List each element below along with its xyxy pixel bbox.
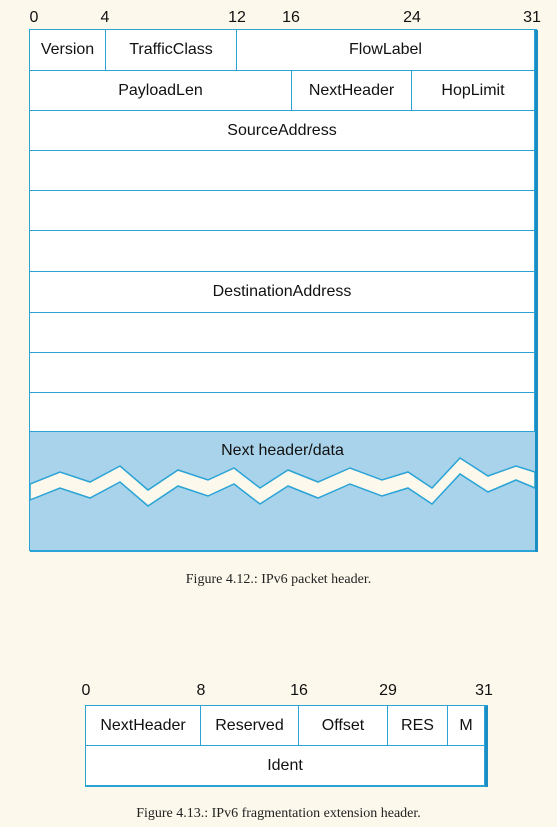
frame2-top-border (85, 705, 488, 706)
flow-label-field: FlowLabel (237, 30, 535, 71)
hop-limit-field: HopLimit (412, 71, 535, 111)
frag-next-header-label: NextHeader (100, 716, 186, 734)
figure-caption-2: Figure 4.13.: IPv6 fragmentation extensi… (136, 806, 421, 821)
payload-len-field: PayloadLen (30, 71, 292, 111)
version-field: Version (30, 30, 106, 71)
flow-label-label: FlowLabel (349, 41, 422, 58)
bit-label-4: 4 (100, 9, 110, 26)
next-header-label: NextHeader (308, 81, 395, 99)
bit-label-31: 31 (475, 682, 493, 699)
reserved-field: Reserved (201, 706, 299, 746)
wave-break-icon (30, 457, 535, 507)
destination-address-row-1: DestinationAddress (30, 272, 535, 313)
frame2-right-shadow (485, 706, 488, 787)
bit-label-16: 16 (282, 9, 300, 26)
offset-field: Offset (299, 706, 388, 746)
traffic-class-field: TrafficClass (106, 30, 237, 71)
frame-left-border (29, 29, 30, 551)
offset-label: Offset (321, 716, 365, 734)
bit-label-12: 12 (228, 9, 246, 26)
ident-label: Ident (267, 756, 303, 774)
res-label: RES (401, 716, 434, 734)
destination-address-label: DestinationAddress (212, 283, 352, 300)
hop-limit-label: HopLimit (441, 81, 505, 99)
res-field: RES (388, 706, 448, 746)
bit-label-0: 0 (29, 9, 39, 26)
bit-label-8: 8 (196, 682, 206, 699)
m-label: M (459, 716, 473, 734)
frame-top-border (29, 29, 537, 30)
ident-field: Ident (86, 746, 485, 787)
bit-label-24: 24 (403, 9, 421, 26)
m-field: M (448, 706, 485, 746)
traffic-class-label: TrafficClass (129, 41, 213, 58)
reserved-label: Reserved (215, 716, 284, 734)
source-address-row-2 (30, 151, 535, 191)
source-address-row-1: SourceAddress (30, 111, 535, 151)
source-address-label: SourceAddress (227, 121, 337, 139)
next-header-data-label: Next header/data (221, 442, 344, 459)
next-header-field: NextHeader (292, 71, 412, 111)
payload-len-label: PayloadLen (118, 81, 203, 99)
source-address-row-3 (30, 191, 535, 231)
destination-address-row-4 (30, 393, 535, 432)
source-address-row-4 (30, 231, 535, 272)
frag-next-header-field: NextHeader (86, 706, 201, 746)
frame-right-shadow (535, 30, 538, 552)
bit-label-31: 31 (523, 9, 541, 26)
frame2-left-border (85, 705, 86, 787)
bit-label-16: 16 (290, 682, 308, 699)
bit-label-29: 29 (379, 682, 397, 699)
next-header-data-block: Next header/data (30, 432, 535, 552)
figure-caption-1: Figure 4.12.: IPv6 packet header. (185, 572, 372, 587)
version-label: Version (40, 41, 95, 58)
destination-address-row-3 (30, 353, 535, 393)
bit-label-0: 0 (81, 682, 91, 699)
destination-address-row-2 (30, 313, 535, 353)
